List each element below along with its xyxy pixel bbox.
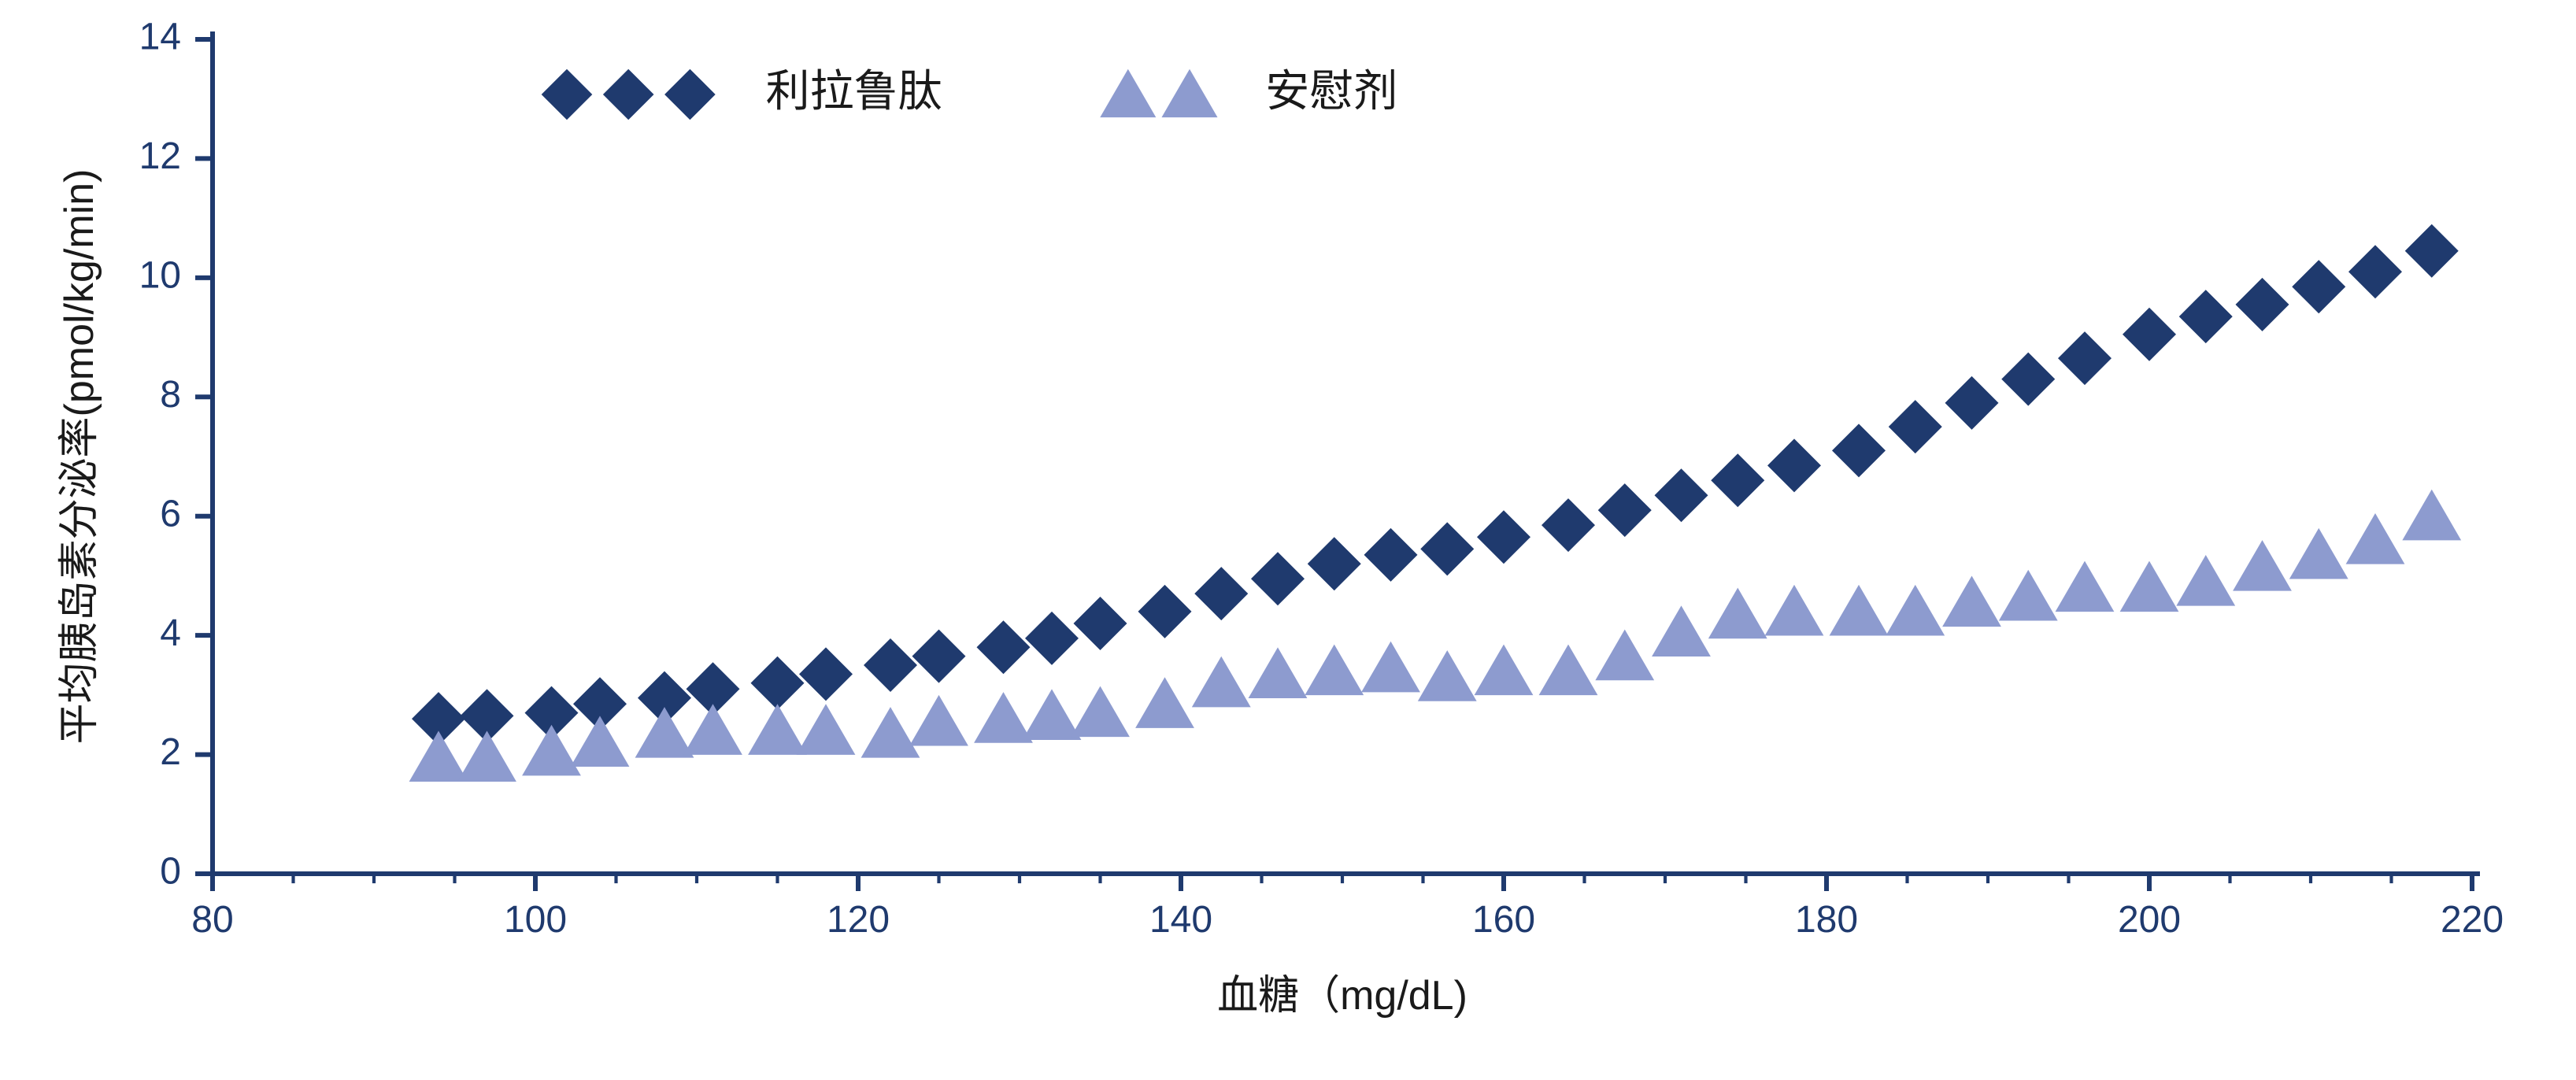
y-tick-label: 12 [139, 135, 181, 177]
x-tick-label: 180 [1795, 899, 1858, 941]
y-tick-label: 8 [160, 374, 181, 416]
x-tick-label: 120 [827, 899, 890, 941]
y-tick-label: 4 [160, 612, 181, 654]
y-tick-label: 6 [160, 493, 181, 534]
y-tick-label: 2 [160, 731, 181, 773]
x-tick-label: 100 [504, 899, 567, 941]
chart-background [0, 0, 2576, 1080]
y-tick-label: 0 [160, 851, 181, 893]
x-tick-label: 200 [2118, 899, 2181, 941]
legend-label: 安慰剂 [1265, 66, 1397, 116]
chart-container: 0 2 4 6 8 10 12 14 80 100 120 140 160 180 200 220 血糖（mg/… [0, 0, 2576, 1080]
x-tick-label: 160 [1472, 899, 1535, 941]
x-axis-title: 血糖（mg/dL) [1217, 973, 1468, 1019]
y-tick-label: 14 [139, 17, 181, 58]
x-tick-label: 140 [1149, 899, 1212, 941]
y-tick-label: 10 [139, 255, 181, 297]
scatter-chart: 0 2 4 6 8 10 12 14 80 100 120 140 160 180 200 220 血糖（mg/… [0, 0, 2576, 1080]
legend-label: 利拉鲁肽 [766, 66, 942, 116]
x-tick-label: 80 [191, 899, 233, 941]
x-tick-label: 220 [2441, 899, 2504, 941]
y-axis-title: 平均胰岛素分泌率(pmol/kg/min) [57, 169, 102, 745]
